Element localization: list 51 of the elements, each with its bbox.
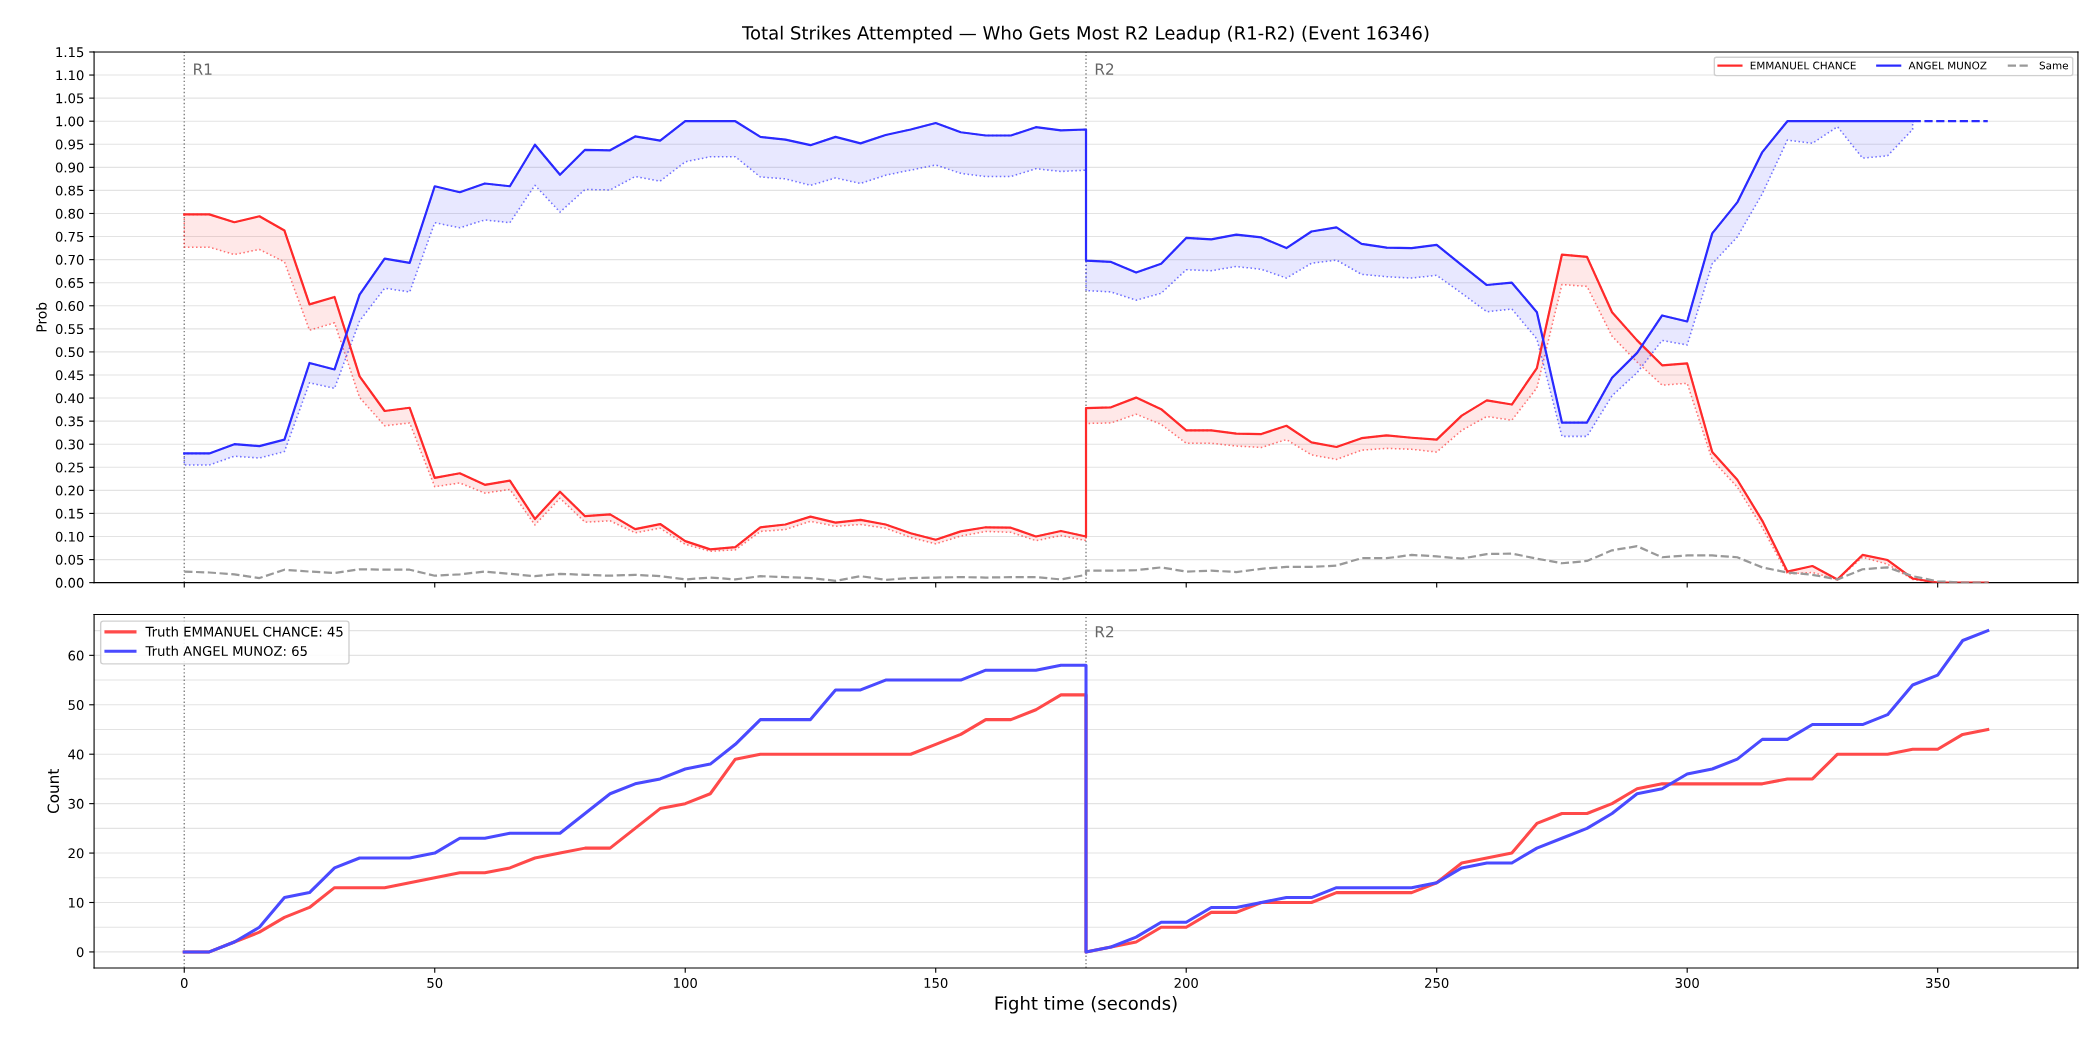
x-tick-label: 250 — [1425, 977, 1449, 988]
y-tick-label: 0.05 — [55, 554, 84, 565]
y-tick-label: 0.30 — [55, 439, 84, 450]
x-axis-title: Fight time (seconds) — [995, 996, 1177, 1014]
y-tick-label: 40 — [68, 749, 84, 760]
y-tick-label: 0.70 — [55, 254, 84, 265]
y-tick-label: 50 — [68, 700, 84, 710]
y-tick-label: 0.35 — [55, 416, 84, 427]
y-tick-label: 0.95 — [55, 139, 84, 150]
y-tick-label: 30 — [68, 798, 84, 809]
y-tick-label: 0.65 — [55, 277, 84, 288]
y-tick-label: 0.25 — [55, 462, 84, 473]
legend-label: Same — [2039, 61, 2069, 70]
y-tick-label: 0.20 — [55, 485, 84, 496]
y-tick-label: 0.55 — [55, 324, 84, 335]
x-tick-label: 100 — [674, 977, 697, 988]
x-tick-label: 150 — [924, 977, 948, 988]
y-tick-label: 0.85 — [55, 185, 84, 196]
y-tick-label: 10 — [69, 897, 84, 908]
ref-line-label: R1 — [194, 63, 212, 75]
y-tick-label: 0.60 — [55, 300, 84, 311]
y-axis-title: Count — [47, 768, 60, 814]
x-tick-label: 350 — [1926, 977, 1950, 988]
y-tick-label: 0.15 — [55, 508, 84, 519]
y-tick-label: 0.50 — [55, 347, 84, 358]
y-tick-label: 0 — [76, 947, 84, 958]
x-tick-label: 50 — [427, 977, 443, 988]
x-tick-label: 200 — [1174, 977, 1198, 988]
y-tick-label: 1.00 — [56, 116, 84, 127]
ref-line-label: R2 — [1095, 625, 1114, 638]
legend-label: Truth ANGEL MUNOZ: 65 — [145, 645, 307, 657]
y-tick-label: 20 — [68, 848, 84, 859]
y-tick-label: 1.10 — [56, 70, 84, 81]
y-tick-label: 0.80 — [55, 208, 84, 219]
chart-title: Total Strikes Attempted — Who Gets Most R2 Leadup (R1-R2) (Event 16346) — [742, 25, 1429, 44]
y-tick-label: 0.40 — [55, 393, 84, 404]
y-tick-label: 1.15 — [56, 47, 84, 58]
y-tick-label: 60 — [68, 650, 84, 661]
legend-label: ANGEL MUNOZ — [1908, 61, 1987, 70]
y-tick-label: 0.45 — [55, 370, 84, 381]
y-axis-title: Prob — [35, 302, 47, 332]
y-tick-label: 0.90 — [55, 162, 84, 173]
x-tick-label: 300 — [1675, 977, 1699, 988]
y-tick-label: 1.05 — [56, 93, 84, 104]
y-tick-label: 0.10 — [55, 531, 84, 542]
legend-label: EMMANUEL CHANCE — [1750, 61, 1856, 70]
y-tick-label: 0.00 — [55, 577, 84, 588]
ref-line-label: R2 — [1095, 63, 1114, 75]
x-tick-label: 0 — [180, 977, 188, 988]
y-tick-label: 0.75 — [55, 231, 84, 242]
legend-label: Truth EMMANUEL CHANCE: 45 — [145, 626, 343, 637]
